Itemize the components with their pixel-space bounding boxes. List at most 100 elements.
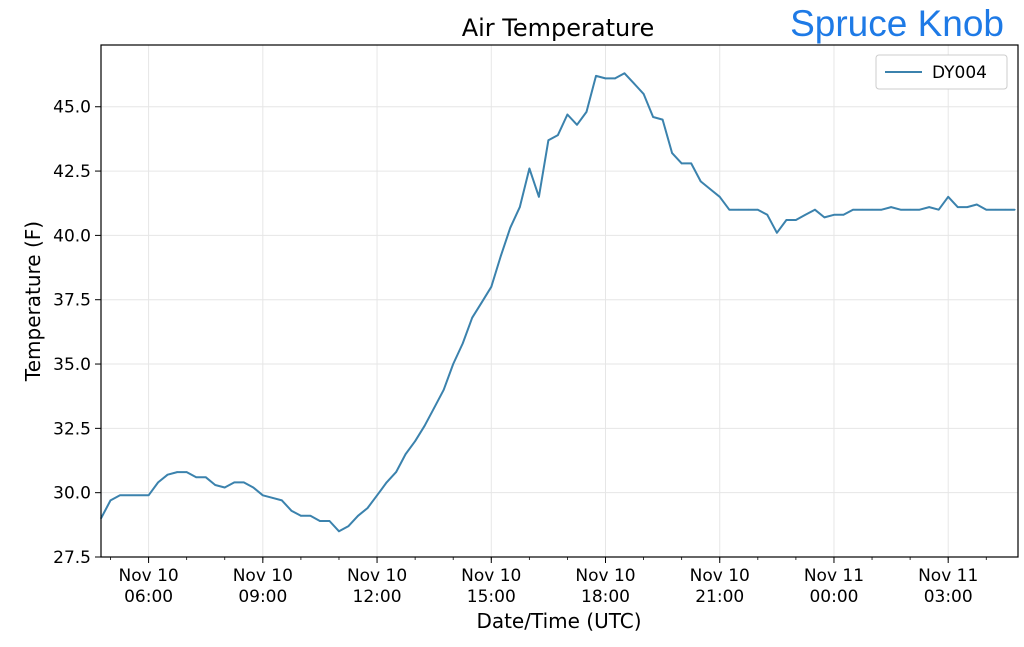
data-point bbox=[252, 486, 255, 489]
data-point bbox=[633, 82, 635, 85]
data-point bbox=[842, 214, 845, 216]
data-point bbox=[994, 208, 997, 211]
x-tick-label-date: Nov 11 bbox=[918, 566, 978, 586]
data-point bbox=[461, 342, 464, 345]
chart-title: Air Temperature bbox=[462, 14, 655, 42]
x-tick-label-date: Nov 10 bbox=[690, 566, 750, 586]
data-point bbox=[557, 134, 559, 136]
data-point bbox=[690, 162, 692, 165]
x-tick-label-date: Nov 11 bbox=[804, 566, 864, 586]
data-point bbox=[109, 499, 112, 502]
data-point bbox=[233, 481, 236, 484]
data-point bbox=[300, 515, 302, 517]
data-point bbox=[262, 494, 264, 497]
data-point bbox=[614, 77, 616, 80]
data-point bbox=[985, 208, 988, 211]
y-tick-label: 27.5 bbox=[53, 548, 91, 568]
x-tick-label-time: 00:00 bbox=[809, 587, 858, 607]
data-point bbox=[709, 188, 712, 190]
site-label: Spruce Knob bbox=[790, 3, 1004, 44]
data-point bbox=[718, 195, 721, 198]
y-tick-label: 42.5 bbox=[53, 162, 91, 182]
x-tick-label-time: 06:00 bbox=[124, 587, 173, 607]
data-point bbox=[519, 206, 521, 208]
data-point bbox=[538, 195, 540, 198]
data-point bbox=[528, 167, 531, 170]
data-point bbox=[385, 481, 388, 484]
data-point bbox=[214, 484, 217, 486]
y-tick-label: 40.0 bbox=[53, 226, 91, 246]
data-point bbox=[928, 206, 930, 208]
data-point bbox=[966, 206, 969, 208]
data-point bbox=[890, 206, 892, 208]
x-tick-label-time: 15:00 bbox=[467, 587, 516, 607]
axes-frame bbox=[100, 44, 1019, 558]
data-point bbox=[223, 486, 226, 489]
data-point bbox=[157, 481, 159, 484]
data-point bbox=[918, 208, 921, 211]
data-point bbox=[652, 116, 654, 118]
data-point bbox=[766, 214, 769, 216]
data-point bbox=[1004, 208, 1007, 211]
data-point bbox=[728, 208, 731, 211]
data-point bbox=[442, 388, 445, 391]
x-tick-label-time: 12:00 bbox=[353, 587, 402, 607]
data-point bbox=[833, 214, 835, 216]
data-point bbox=[471, 316, 474, 319]
data-point bbox=[395, 471, 397, 473]
legend-box bbox=[875, 54, 1008, 90]
data-point bbox=[604, 77, 607, 80]
data-point bbox=[119, 494, 121, 497]
x-tick-label-time: 21:00 bbox=[695, 587, 744, 607]
data-point bbox=[195, 476, 197, 479]
data-point bbox=[757, 208, 759, 211]
data-point bbox=[747, 208, 750, 211]
data-point bbox=[671, 152, 673, 154]
data-point bbox=[595, 75, 597, 77]
data-point bbox=[452, 363, 455, 365]
y-axis-label: Temperature (F) bbox=[21, 221, 45, 382]
data-point bbox=[338, 530, 340, 533]
x-tick-label-time: 09:00 bbox=[238, 587, 287, 607]
data-point bbox=[319, 520, 321, 522]
data-point bbox=[138, 494, 140, 497]
data-point bbox=[785, 219, 788, 221]
data-point bbox=[956, 206, 959, 208]
data-point bbox=[281, 499, 283, 502]
x-tick-label-time: 18:00 bbox=[581, 587, 630, 607]
x-tick-label-time: 03:00 bbox=[924, 587, 973, 607]
y-axis: 27.5 30.0 32.5 35.0 37.5 40.0 42.5 45.0 bbox=[53, 98, 101, 568]
x-tick-label-date: Nov 10 bbox=[575, 566, 635, 586]
data-point bbox=[576, 123, 578, 126]
data-point bbox=[680, 162, 683, 165]
data-point bbox=[433, 406, 435, 409]
data-point bbox=[166, 473, 169, 476]
data-point bbox=[795, 219, 797, 221]
data-point bbox=[547, 139, 550, 141]
data-point bbox=[623, 72, 626, 75]
data-point bbox=[176, 471, 178, 473]
data-point bbox=[328, 520, 331, 522]
data-point bbox=[357, 515, 359, 517]
data-point bbox=[309, 515, 312, 517]
data-point bbox=[823, 216, 826, 219]
data-point bbox=[585, 111, 588, 113]
x-tick-label-date: Nov 10 bbox=[118, 566, 178, 586]
data-point bbox=[661, 118, 664, 121]
data-point bbox=[852, 208, 854, 211]
data-point bbox=[804, 214, 807, 216]
data-point bbox=[423, 424, 426, 427]
x-tick-label-date: Nov 10 bbox=[347, 566, 407, 586]
y-tick-label: 35.0 bbox=[53, 355, 91, 375]
data-point bbox=[290, 509, 293, 512]
data-point bbox=[242, 481, 245, 484]
plot-area bbox=[100, 72, 1016, 533]
data-point bbox=[899, 208, 902, 211]
data-point bbox=[814, 208, 816, 211]
data-point bbox=[880, 208, 883, 211]
data-point bbox=[871, 208, 873, 211]
data-point bbox=[347, 525, 350, 527]
y-tick-label: 30.0 bbox=[53, 484, 91, 504]
